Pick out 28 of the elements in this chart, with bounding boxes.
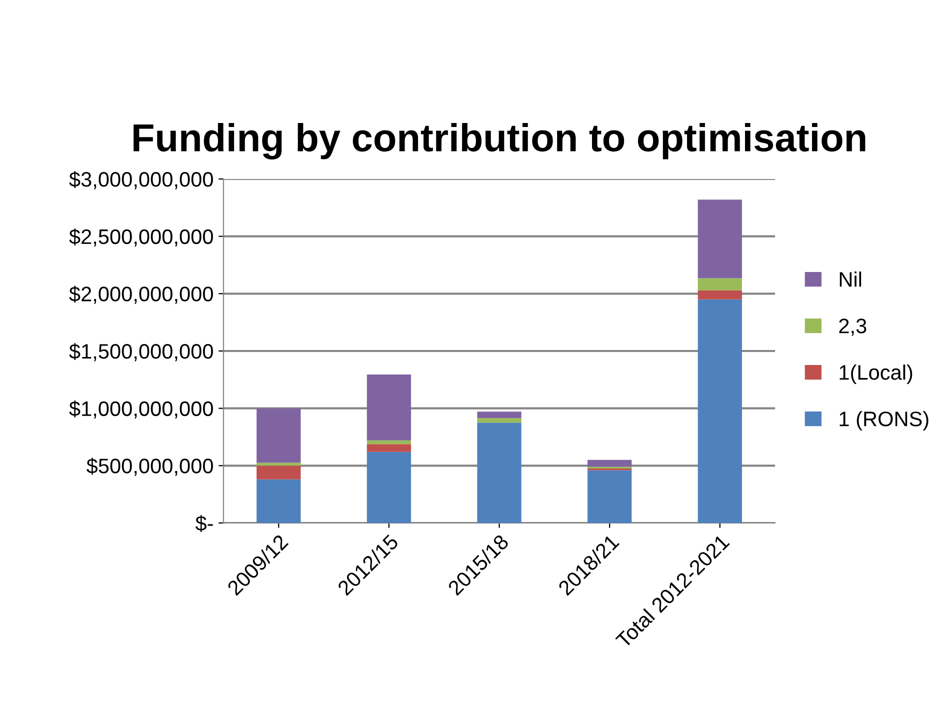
y-tick-label: $1,500,000,000	[69, 343, 213, 362]
bar	[698, 290, 742, 300]
bar	[477, 422, 522, 523]
bar	[477, 418, 522, 423]
legend-label: Nil	[840, 272, 862, 287]
y-tick-label: $3,000,000,000	[69, 171, 213, 190]
bar	[588, 470, 632, 523]
legend-label: 2,3	[839, 318, 866, 336]
bar	[366, 374, 412, 440]
bar	[588, 460, 632, 467]
bar	[477, 412, 522, 418]
bar	[698, 299, 742, 523]
bar	[698, 200, 742, 278]
bar	[256, 479, 301, 523]
bar	[256, 408, 301, 463]
y-tick-label: $500,000,000	[86, 458, 213, 476]
chart-title: Funding by contribution to optimisation	[134, 123, 866, 160]
y-tick-label: $2,500,000,000	[69, 228, 213, 247]
legend-label: 1 (RONS)	[840, 411, 928, 430]
y-tick-label: $-	[195, 515, 213, 532]
bar	[366, 444, 412, 452]
y-tick-label: $1,000,000,000	[69, 400, 213, 419]
bar	[366, 440, 412, 444]
bar	[366, 452, 412, 523]
bar	[256, 466, 301, 480]
bar	[698, 278, 742, 290]
y-tick-label: $2,000,000,000	[69, 286, 213, 304]
legend-label: 1(Local)	[840, 364, 912, 384]
